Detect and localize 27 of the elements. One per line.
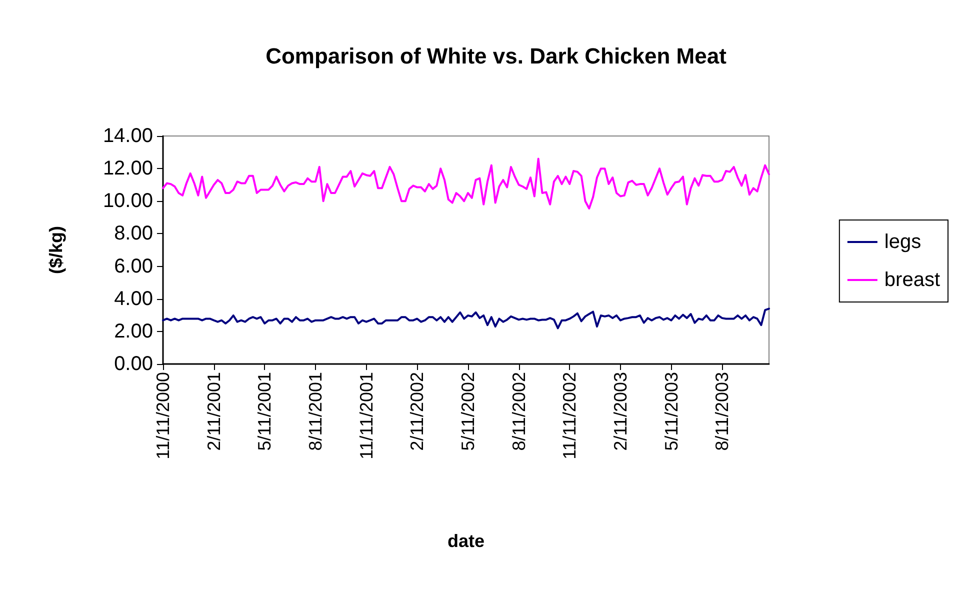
x-tick-label: 5/11/2001 [254, 372, 275, 451]
y-tick-label: 6.00 [114, 255, 153, 278]
legend-label: legs [884, 231, 922, 253]
x-tick-label: 5/11/2002 [458, 372, 478, 451]
legend-label: breast [884, 269, 940, 291]
x-tick-label: 8/11/2003 [712, 372, 732, 451]
x-tick-label: 8/11/2002 [508, 372, 529, 451]
x-tick-label: 11/11/2002 [560, 372, 580, 460]
chart-title: Comparison of White vs. Dark Chicken Meat [266, 44, 728, 68]
y-tick-label: 8.00 [114, 222, 153, 245]
x-tick-label: 11/11/2001 [356, 372, 376, 460]
y-tick-label: 2.00 [114, 320, 153, 342]
x-tick-label: 2/11/2001 [204, 372, 224, 451]
line-series [162, 308, 770, 330]
y-tick-label: 12.00 [102, 158, 153, 180]
x-tick-label: 11/11/2000 [153, 372, 173, 460]
y-tick-label: 4.00 [114, 288, 153, 310]
x-tick-label: 2/11/2003 [610, 372, 630, 451]
x-tick-label: 5/11/2003 [661, 372, 682, 451]
x-axis-title: date [447, 531, 485, 551]
x-tick-label: 2/11/2002 [407, 372, 428, 451]
y-tick-label: 0.00 [114, 353, 153, 375]
x-tick-label: 8/11/2001 [305, 372, 326, 451]
y-axis-title: ($/kg) [46, 226, 66, 274]
y-tick-label: 14.00 [102, 125, 153, 147]
y-tick-label: 10.00 [102, 190, 153, 212]
line-series [162, 158, 770, 210]
